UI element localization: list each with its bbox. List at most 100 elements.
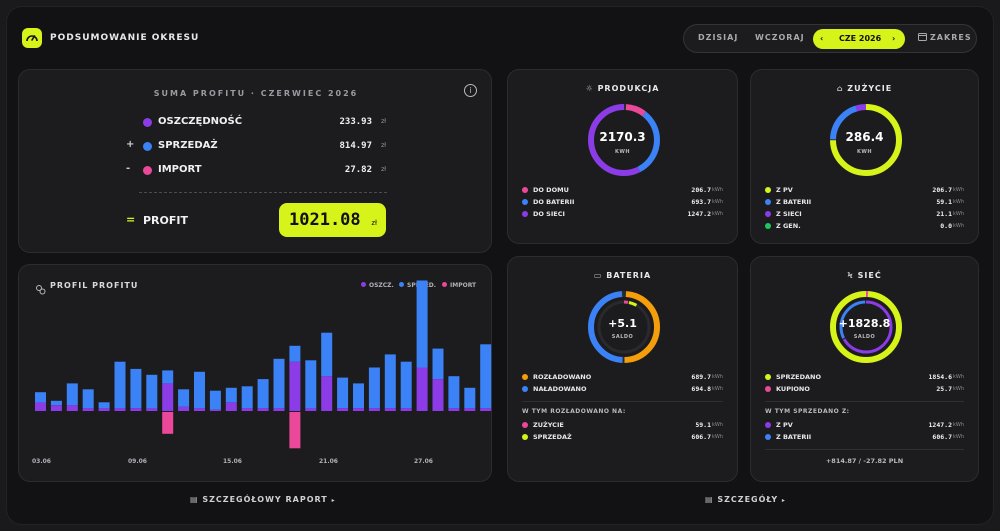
grid-card: ϟ SIEĆ +1828.8 SALDO SPRZEDANO 1854.6 kWh …: [750, 256, 979, 482]
bar-17.06-sprzed: [289, 345, 301, 362]
bar-23.06-sprzed: [384, 354, 396, 408]
bar-18.06-sprzed: [305, 360, 317, 409]
battery-item-discharged: ROZŁADOWANO 689.7 kWh: [522, 372, 723, 382]
profit-label: PROFIT: [143, 214, 188, 227]
production-title: PRODUKCJA: [597, 84, 660, 93]
x-label-1: 09.06: [128, 458, 147, 465]
bar-26.06-sprzed: [432, 348, 444, 379]
battery-subhead: W TYM ROZŁADOWANO NA:: [522, 408, 626, 415]
x-label-4: 27.06: [414, 458, 433, 465]
bar-29.06-oszcz: [480, 408, 492, 411]
bar-01.06-oszcz: [35, 402, 46, 411]
document-icon: ▤: [190, 495, 199, 504]
consumption-item-grid: Z SIECI 21.1 kWh: [765, 209, 964, 219]
calendar-icon: [918, 32, 927, 43]
document-icon: ▤: [705, 495, 714, 504]
bar-11.06-oszcz: [194, 408, 205, 411]
bar-27.06-oszcz: [448, 408, 460, 411]
summary-title: SUMA PROFITU · CZERWIEC 2026: [153, 89, 359, 98]
sun-icon: ☼: [585, 84, 594, 93]
battery-icon: ▭: [593, 271, 603, 280]
bar-19.06-sprzed: [321, 332, 333, 377]
arrow-right-icon: ▸: [781, 497, 786, 504]
import-dot: [143, 166, 152, 175]
grid-subhead: W TYM SPRZEDANO Z:: [765, 408, 850, 415]
bar-20.06-oszcz: [337, 408, 349, 411]
bar-06.06-oszcz: [114, 408, 126, 411]
grid-separator: [765, 401, 964, 402]
bar-27.06-sprzed: [448, 376, 460, 409]
consumption-title: ZUŻYCIE: [847, 84, 893, 93]
period-selector: DZISIAJ WCZORAJ ‹ CZE 2026 › ZAKRES: [683, 24, 977, 53]
profile-title: PROFIL PROFITU: [50, 281, 139, 290]
bar-29.06-sprzed: [480, 344, 492, 409]
chart-icon: [35, 280, 46, 299]
production-item-home: DO DOMU 206.7 kWh: [522, 185, 723, 195]
details-link[interactable]: ▤ SZCZEGÓŁY ▸: [705, 495, 786, 504]
bar-07.06-sprzed: [130, 368, 142, 408]
production-ring: [588, 104, 660, 176]
production-item-battery: DO BATERII 693.7 kWh: [522, 197, 723, 207]
grid-money-summary: +814.87 / -27.82 PLN: [825, 457, 904, 465]
grid-balance-value: +1828.8: [838, 317, 891, 330]
period-today-button[interactable]: DZISIAJ: [698, 33, 739, 42]
bar-28.06-oszcz: [464, 408, 476, 411]
profit-summary-card: SUMA PROFITU · CZERWIEC 2026 i OSZCZĘDNO…: [18, 69, 492, 253]
profit-unit: zł: [371, 219, 377, 227]
summary-row-savings: OSZCZĘDNOŚĆ 233.93 zł: [126, 115, 386, 131]
bar-22.06-oszcz: [368, 408, 380, 411]
bar-08.06-oszcz: [146, 408, 158, 411]
production-header: ☼ PRODUKCJA: [508, 84, 737, 93]
bar-09.06-oszcz: [162, 383, 174, 412]
bar-20.06-sprzed: [337, 377, 349, 408]
bar-25.06-oszcz: [416, 367, 428, 411]
bar-15.06-sprzed: [257, 379, 269, 409]
chevron-right-icon[interactable]: ›: [892, 34, 896, 43]
grid-item-sold: SPRZEDANO 1854.6 kWh: [765, 372, 964, 382]
grid-header: ϟ SIEĆ: [751, 271, 978, 280]
summary-row-sales: + SPRZEDAŻ 814.97 zł: [126, 139, 386, 151]
consumption-ring: [830, 104, 902, 176]
bar-14.06-oszcz: [241, 408, 253, 411]
bar-15.06-oszcz: [257, 408, 269, 411]
bar-16.06-sprzed: [273, 358, 285, 409]
profit-value-pill: 1021.08 zł: [279, 203, 386, 237]
consumption-item-generator: Z GEN. 0.0 kWh: [765, 221, 964, 231]
period-active-label: CZE 2026: [839, 34, 882, 43]
bar-26.06-oszcz: [432, 379, 444, 411]
consumption-header: ⌂ ZUŻYCIE: [751, 84, 978, 93]
bar-01.06-sprzed: [35, 392, 46, 403]
profit-bar-chart: [35, 280, 492, 449]
grid-title: SIEĆ: [857, 271, 882, 280]
lightning-icon: ϟ: [847, 271, 854, 280]
consumption-item-battery: Z BATERII 59.1 kWh: [765, 197, 964, 207]
bar-10.06-oszcz: [178, 406, 190, 411]
battery-balance-value: +5.1: [608, 317, 637, 330]
battery-balance-label: SALDO: [611, 334, 634, 340]
x-label-2: 15.06: [223, 458, 242, 465]
bar-28.06-sprzed: [464, 387, 476, 409]
bar-13.06-oszcz: [225, 402, 237, 411]
detailed-report-link[interactable]: ▤ SZCZEGÓŁOWY RAPORT ▸: [190, 495, 336, 504]
bar-22.06-sprzed: [368, 367, 380, 409]
period-range-button[interactable]: ZAKRES: [930, 33, 972, 42]
bar-16.06-oszcz: [273, 408, 285, 411]
bar-14.06-sprzed: [241, 386, 253, 409]
page-title: PODSUMOWANIE OKRESU: [50, 33, 200, 43]
battery-ring: [588, 291, 660, 363]
gauge-logo-icon: [22, 28, 42, 48]
bar-05.06-sprzed: [98, 402, 110, 409]
bar-24.06-oszcz: [400, 408, 412, 411]
period-active-month[interactable]: ‹ CZE 2026 ›: [813, 29, 905, 49]
bar-06.06-sprzed: [114, 361, 126, 409]
bar-02.06-oszcz: [50, 405, 62, 411]
period-yesterday-button[interactable]: WCZORAJ: [755, 33, 805, 42]
info-icon[interactable]: i: [464, 84, 477, 97]
bar-08.06-sprzed: [146, 374, 158, 409]
bar-03.06-sprzed: [66, 383, 78, 406]
chevron-left-icon[interactable]: ‹: [820, 34, 824, 43]
consumption-unit: KWH: [856, 149, 873, 155]
bar-24.06-sprzed: [400, 361, 412, 409]
bar-02.06-sprzed: [50, 400, 62, 406]
bar-21.06-oszcz: [353, 408, 364, 411]
